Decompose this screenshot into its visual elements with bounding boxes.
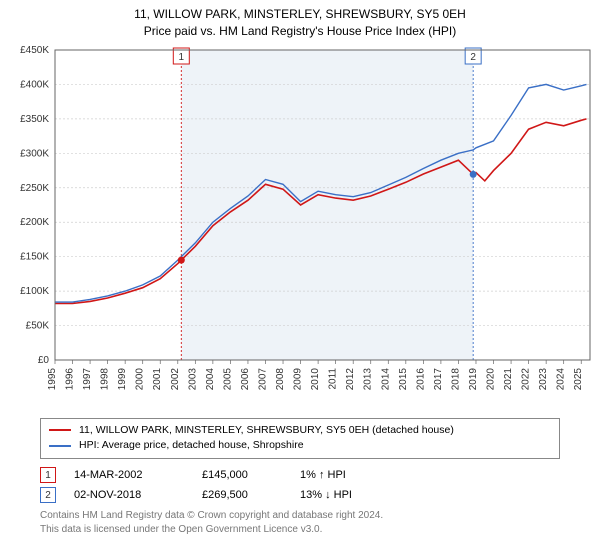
marker-row: 1 14-MAR-2002 £145,000 1% ↑ HPI bbox=[40, 465, 560, 485]
marker-table: 1 14-MAR-2002 £145,000 1% ↑ HPI 2 02-NOV-2018… bbox=[40, 465, 560, 505]
x-tick-label: 2011 bbox=[328, 367, 339, 389]
x-tick-label: 2018 bbox=[450, 367, 461, 390]
y-tick-label: £0 bbox=[38, 355, 50, 366]
legend-row: HPI: Average price, detached house, Shro… bbox=[49, 438, 551, 454]
marker-price: £269,500 bbox=[202, 489, 282, 501]
shaded-region bbox=[181, 50, 473, 360]
y-tick-label: £250K bbox=[20, 182, 49, 193]
x-tick-label: 2002 bbox=[170, 367, 181, 390]
marker-price: £145,000 bbox=[202, 469, 282, 481]
legend-row: 11, WILLOW PARK, MINSTERLEY, SHREWSBURY,… bbox=[49, 423, 551, 439]
marker-date: 14-MAR-2002 bbox=[74, 469, 184, 481]
x-tick-label: 2013 bbox=[363, 367, 374, 390]
x-tick-label: 1999 bbox=[117, 367, 128, 390]
x-tick-label: 2022 bbox=[521, 367, 532, 390]
x-tick-label: 2023 bbox=[538, 367, 549, 390]
x-tick-label: 2021 bbox=[503, 367, 514, 390]
marker-row-badge: 2 bbox=[40, 487, 56, 503]
y-tick-label: £150K bbox=[20, 251, 49, 262]
marker-dot bbox=[470, 170, 477, 177]
title-line2: Price paid vs. HM Land Registry's House … bbox=[0, 23, 600, 40]
y-tick-label: £400K bbox=[20, 79, 49, 90]
x-tick-label: 2017 bbox=[433, 367, 444, 390]
x-tick-label: 2025 bbox=[573, 367, 584, 390]
x-tick-label: 2015 bbox=[398, 367, 409, 390]
x-tick-label: 2008 bbox=[275, 367, 286, 390]
y-tick-label: £350K bbox=[20, 113, 49, 124]
x-tick-label: 2007 bbox=[257, 367, 268, 390]
marker-badge-label: 1 bbox=[179, 52, 185, 63]
x-tick-label: 2009 bbox=[293, 367, 304, 390]
x-tick-label: 2000 bbox=[135, 367, 146, 390]
x-tick-label: 2001 bbox=[152, 367, 163, 390]
chart-area: £0 £50K £100K £150K £200K £250K £300K £350K £400… bbox=[0, 40, 600, 410]
x-tick-label: 2006 bbox=[240, 367, 251, 390]
x-tick-label: 2010 bbox=[310, 367, 321, 390]
x-tick-label: 1997 bbox=[82, 367, 93, 390]
marker-badge-label: 2 bbox=[470, 52, 476, 63]
x-tick-label: 2003 bbox=[187, 367, 198, 390]
marker-row-badge: 1 bbox=[40, 467, 56, 483]
legend-box: 11, WILLOW PARK, MINSTERLEY, SHREWSBURY,… bbox=[40, 418, 560, 460]
x-tick-label: 2019 bbox=[468, 367, 479, 390]
y-tick-label: £450K bbox=[20, 45, 49, 56]
footer: Contains HM Land Registry data © Crown c… bbox=[40, 509, 560, 536]
chart-svg: £0 £50K £100K £150K £200K £250K £300K £350K £400… bbox=[0, 40, 600, 410]
x-tick-label: 2016 bbox=[415, 367, 426, 390]
marker-dot bbox=[178, 256, 185, 263]
marker-note: 13% ↓ HPI bbox=[300, 489, 352, 501]
x-tick-label: 2004 bbox=[205, 367, 216, 390]
legend-label: HPI: Average price, detached house, Shro… bbox=[79, 438, 304, 454]
y-tick-label: £300K bbox=[20, 148, 49, 159]
x-tick-label: 1998 bbox=[100, 367, 111, 390]
y-tick-label: £50K bbox=[26, 320, 50, 331]
footer-line1: Contains HM Land Registry data © Crown c… bbox=[40, 509, 560, 523]
y-tick-label: £200K bbox=[20, 217, 49, 228]
legend-label: 11, WILLOW PARK, MINSTERLEY, SHREWSBURY,… bbox=[79, 423, 454, 439]
marker-date: 02-NOV-2018 bbox=[74, 489, 184, 501]
x-tick-label: 1995 bbox=[47, 367, 58, 390]
legend-swatch bbox=[49, 445, 71, 447]
x-tick-label: 1996 bbox=[65, 367, 76, 390]
footer-line2: This data is licensed under the Open Gov… bbox=[40, 523, 560, 537]
x-tick-label: 2012 bbox=[345, 367, 356, 390]
chart-title-block: 11, WILLOW PARK, MINSTERLEY, SHREWSBURY,… bbox=[0, 0, 600, 40]
y-tick-label: £100K bbox=[20, 286, 49, 297]
title-line1: 11, WILLOW PARK, MINSTERLEY, SHREWSBURY,… bbox=[0, 6, 600, 23]
x-tick-label: 2005 bbox=[222, 367, 233, 390]
x-tick-label: 2024 bbox=[556, 367, 567, 390]
x-tick-label: 2014 bbox=[380, 367, 391, 390]
marker-note: 1% ↑ HPI bbox=[300, 469, 346, 481]
marker-row: 2 02-NOV-2018 £269,500 13% ↓ HPI bbox=[40, 485, 560, 505]
x-tick-label: 2020 bbox=[486, 367, 497, 390]
legend-swatch bbox=[49, 429, 71, 431]
